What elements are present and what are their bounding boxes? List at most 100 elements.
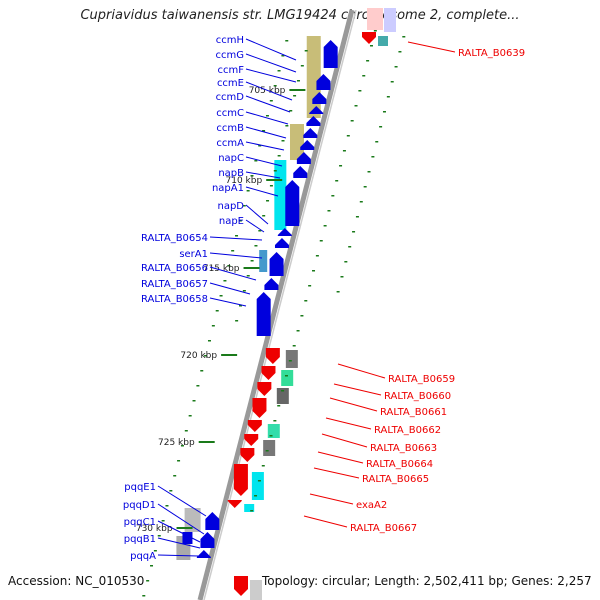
gene-arrow-reverse [240,448,255,462]
cyan-feature-bar [244,504,255,512]
gene-arrow-reverse [247,420,262,432]
ruler-tick-label: 730 kbp [136,524,173,534]
leader-line-left [157,485,207,517]
guide-dot-left-inner [242,290,246,292]
guide-dot-right [312,270,316,272]
guide-dot-left [242,205,246,207]
guide-dot-left-inner [250,260,254,262]
leader-line-right [329,397,378,412]
guide-dot-right [335,180,339,182]
gene-label-left: ccmF [218,65,245,76]
guide-dot-left [281,55,285,57]
gene-arrow-forward [293,166,308,178]
guide-dot-right-outer [371,156,375,158]
leader-line-left [245,141,285,151]
guide-dot-right [277,405,281,407]
guide-dot-right-outer [363,186,367,188]
leader-line-left [209,252,263,259]
gene-arrow-forward [196,550,211,558]
guide-dot-left-inner [304,50,308,52]
gene-label-left: ccmH [216,35,244,46]
guide-dot-right [254,495,258,497]
guide-dot-right [281,390,285,392]
guide-dot-left [273,85,277,87]
guide-dot-left [196,385,200,387]
guide-dot-right-outer [394,66,398,68]
gene-arrow-forward [306,116,321,126]
teal-feature-bar [281,370,294,386]
gene-arrow-forward [312,92,327,104]
guide-dot-left [153,550,157,552]
olive-feature-bar [306,36,321,118]
ruler-tick-label: 720 kbp [180,351,217,361]
gene-arrow-reverse [233,464,248,496]
leader-line-right [321,433,368,448]
teal-feature-bar [267,424,280,438]
gene-label-left: RALTA_B0657 [141,279,208,290]
guide-dot-right [284,375,288,377]
gene-label-left: napD [217,201,244,212]
topology-text: Topology: circular; Length: 2,502,411 bp… [262,574,592,588]
gray-feature-bar [250,580,262,600]
guide-dot-left [231,250,235,252]
gene-label-right: RALTA_B0639 [458,48,525,59]
gene-arrow-forward [300,140,315,150]
guide-dot-right [308,285,312,287]
guide-dot-right-outer [359,201,363,203]
leader-line-right [309,493,354,505]
gene-arrow-forward [264,278,279,290]
guide-dot-left [200,370,204,372]
leader-line-right [337,363,386,379]
guide-dot-left [142,595,146,597]
gene-label-left: RALTA_B0656 [141,263,208,274]
leader-line-right [317,451,364,464]
guide-dot-left [238,220,242,222]
guide-dot-right-outer [402,36,406,38]
gene-arrow-reverse [362,32,376,44]
gene-arrow-forward [309,106,324,114]
guide-dot-right [250,510,254,512]
guide-dot-left [269,100,273,102]
ruler-tick-label: 715 kbp [203,264,240,274]
guide-dot-right-outer [367,171,371,173]
guide-dot-left-inner [289,110,293,112]
guide-dot-left [250,175,254,177]
ruler-tick-label: 725 kbp [158,438,195,448]
guide-dot-left [285,40,289,42]
gene-label-left: napB [218,168,244,179]
guide-dot-right [257,480,261,482]
guide-dot-right [346,135,350,137]
gene-label-left: ccmD [216,92,245,103]
guide-dot-left-inner [273,170,277,172]
guide-dot-left [223,280,227,282]
guide-dot-right [261,465,265,467]
guide-dot-left [157,535,161,537]
guide-dot-left [169,490,173,492]
guide-dot-left-inner [239,305,242,307]
guide-dot-right [292,345,296,347]
guide-dot-right-outer [386,96,390,98]
guide-dot-left [150,565,154,567]
guide-dot-left-inner [254,245,258,247]
guide-dot-left-inner [262,215,266,217]
guide-dot-right [323,225,327,227]
guide-dot-left-inner [296,80,300,82]
guide-dot-right-outer [340,276,344,278]
guide-dot-left [211,325,215,327]
leader-line-right [333,383,382,396]
pink-feature-bar [367,8,383,30]
guide-dot-right-outer [379,126,383,128]
ruler-tick-label: 705 kbp [249,86,286,96]
gene-label-left: pqqE1 [124,482,156,493]
guide-dot-left-inner [293,95,297,97]
guide-dot-right-outer [355,216,359,218]
gene-arrow-reverse [252,398,267,418]
guide-dot-right [327,210,331,212]
leader-line-left [245,204,269,225]
ruler-layer: 705 kbp 710 kbp 715 kbp 720 kbp 725 kbp 730 k… [136,86,306,534]
leader-line-left [209,297,247,307]
guide-dot-right [296,330,300,332]
gene-arrow-forward [274,238,289,248]
guide-dot-right [350,120,354,122]
ruler-tick-label: 710 kbp [226,176,263,186]
